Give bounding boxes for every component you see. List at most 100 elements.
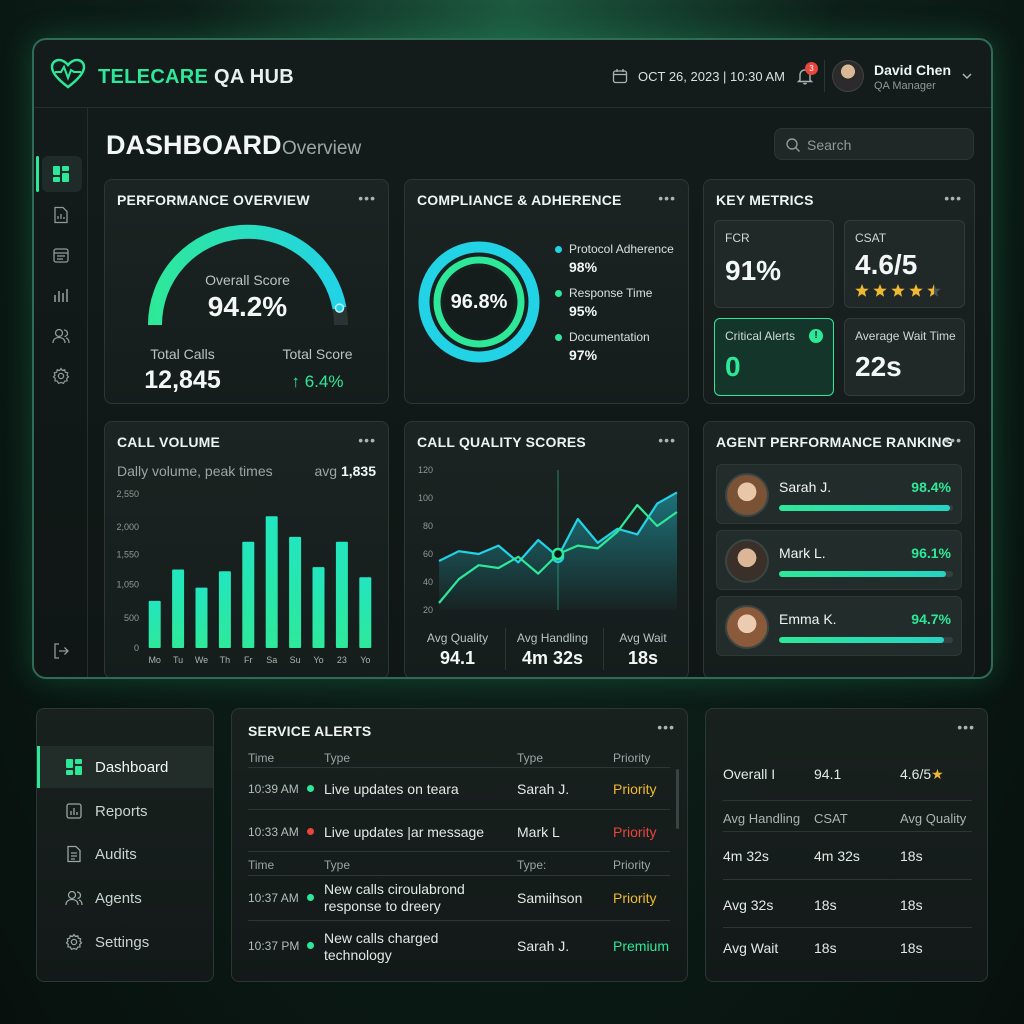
- agent-row[interactable]: Mark L. 96.1%: [716, 530, 962, 590]
- total-score-change: ↑ 6.4%: [291, 372, 344, 391]
- bar[interactable]: [172, 569, 185, 649]
- x-tick-label: Yo: [313, 655, 323, 665]
- column-header: Time: [248, 751, 275, 765]
- user-name[interactable]: David Chen: [874, 62, 952, 78]
- more-options-icon[interactable]: •••: [657, 719, 675, 735]
- alert-type[interactable]: Live updates on teara: [324, 781, 459, 797]
- bar[interactable]: [195, 587, 208, 648]
- summary-value: Avg 32s: [723, 897, 774, 913]
- legend-label: Response Time: [569, 286, 653, 300]
- nav-label: Dashboard: [95, 759, 169, 776]
- row-divider: [248, 920, 670, 921]
- nav-item-dashboard[interactable]: Dashboard: [37, 746, 213, 788]
- alert-type[interactable]: Live updates |ar message: [324, 824, 485, 840]
- bar[interactable]: [289, 536, 302, 648]
- alert-time: 10:33 AM: [248, 825, 299, 839]
- row-divider: [723, 927, 972, 928]
- dashboard-icon[interactable]: [52, 165, 70, 183]
- star-icon: [873, 284, 887, 297]
- star-icon: [855, 284, 869, 297]
- summary-value: 18s: [814, 897, 837, 913]
- hover-point[interactable]: [551, 547, 565, 561]
- summary-value: 18s: [900, 848, 923, 864]
- average-wait-metric[interactable]: Average Wait Time 22s: [844, 318, 965, 396]
- summary-value: 18s: [900, 897, 923, 913]
- agent-avatar: [725, 605, 769, 649]
- chevron-down-icon[interactable]: [962, 72, 972, 80]
- agent-avatar: [725, 473, 769, 517]
- nav-item-settings[interactable]: Settings: [37, 921, 213, 963]
- card-title: CALL VOLUME: [117, 434, 221, 450]
- alert-badge-icon: !: [809, 329, 823, 343]
- bar[interactable]: [359, 577, 372, 648]
- user-avatar[interactable]: [832, 60, 864, 92]
- bar[interactable]: [265, 516, 278, 648]
- nav-item-reports[interactable]: Reports: [37, 790, 213, 832]
- bar[interactable]: [312, 567, 325, 648]
- bar[interactable]: [148, 600, 161, 648]
- more-options-icon[interactable]: •••: [944, 190, 962, 206]
- bar[interactable]: [335, 541, 348, 648]
- alert-priority: Priority: [613, 890, 657, 906]
- nav-item-audits[interactable]: Audits: [37, 833, 213, 875]
- scrollbar-thumb[interactable]: [676, 769, 679, 829]
- more-options-icon[interactable]: •••: [658, 190, 676, 206]
- column-header: Priority: [613, 751, 651, 765]
- stat-divider: [603, 628, 604, 670]
- star-icon: [927, 284, 941, 297]
- y-tick-label: 120: [418, 465, 433, 475]
- critical-alerts-metric[interactable]: Critical Alerts ! 0: [714, 318, 834, 396]
- call-volume-bar-chart: 0 500 1,050 1,550 2,000 2,550 Mo Tu We Th Fr Sa Su Yo…: [116, 489, 372, 665]
- y-tick-label: 100: [418, 493, 433, 503]
- users-icon[interactable]: [52, 327, 70, 345]
- metric-value: 91%: [725, 255, 782, 286]
- legend-dot: [555, 246, 562, 253]
- summary-label: Avg Wait: [723, 940, 779, 956]
- agent-score: 96.1%: [911, 545, 951, 561]
- logout-icon[interactable]: [52, 642, 70, 660]
- y-tick-label: 2,550: [116, 489, 139, 499]
- alert-type-line2[interactable]: technology: [324, 947, 392, 963]
- x-tick-label: Th: [220, 655, 231, 665]
- alert-agent: Samiihson: [517, 890, 583, 906]
- agent-score: 98.4%: [911, 479, 951, 495]
- alert-type-line1[interactable]: New calls ciroulabrond: [324, 881, 465, 897]
- alert-agent: Sarah J.: [517, 938, 570, 954]
- header-divider: [824, 60, 825, 92]
- calendar-icon[interactable]: [52, 246, 70, 264]
- agent-row[interactable]: Sarah J. 98.4%: [716, 464, 962, 524]
- stat-value: 4m 32s: [521, 648, 584, 668]
- metric-label: FCR: [725, 231, 750, 245]
- agent-row[interactable]: Emma K. 94.7%: [716, 596, 962, 656]
- alert-agent: Sarah J.: [517, 781, 570, 797]
- x-tick-label: Tu: [173, 655, 183, 665]
- summary-value: 4m 32s: [723, 848, 769, 864]
- alert-type-line2[interactable]: response to dreery: [324, 898, 441, 914]
- bar-chart-icon[interactable]: [52, 286, 70, 304]
- stat-label: Avg Handling: [516, 631, 589, 645]
- fcr-metric[interactable]: FCR 91%: [714, 220, 834, 308]
- search-input[interactable]: [807, 135, 967, 155]
- agent-name: Sarah J.: [779, 479, 832, 495]
- reports-icon[interactable]: [52, 206, 70, 224]
- bar[interactable]: [218, 571, 231, 648]
- alert-time: 10:39 AM: [248, 782, 299, 796]
- summary-header: Avg Quality: [900, 811, 967, 826]
- more-options-icon[interactable]: •••: [658, 432, 676, 448]
- more-options-icon[interactable]: •••: [957, 719, 975, 735]
- csat-metric[interactable]: CSAT 4.6/5: [844, 220, 965, 308]
- alert-type-line1[interactable]: New calls charged: [324, 930, 439, 946]
- call-quality-line-chart: 20 40 60 80 100 120: [418, 465, 678, 615]
- gear-icon[interactable]: [52, 367, 70, 385]
- nav-item-agents[interactable]: Agents: [37, 877, 213, 919]
- total-calls-label: Total Calls: [150, 346, 215, 362]
- csat-stars: [855, 284, 941, 297]
- search-box[interactable]: [774, 128, 974, 160]
- more-options-icon[interactable]: •••: [944, 432, 962, 448]
- alert-priority: Priority: [613, 824, 657, 840]
- more-options-icon[interactable]: •••: [358, 190, 376, 206]
- more-options-icon[interactable]: •••: [358, 432, 376, 448]
- avg-label: avg: [314, 463, 338, 479]
- bar[interactable]: [242, 541, 255, 648]
- summary-csat: 4.6/5: [900, 766, 932, 782]
